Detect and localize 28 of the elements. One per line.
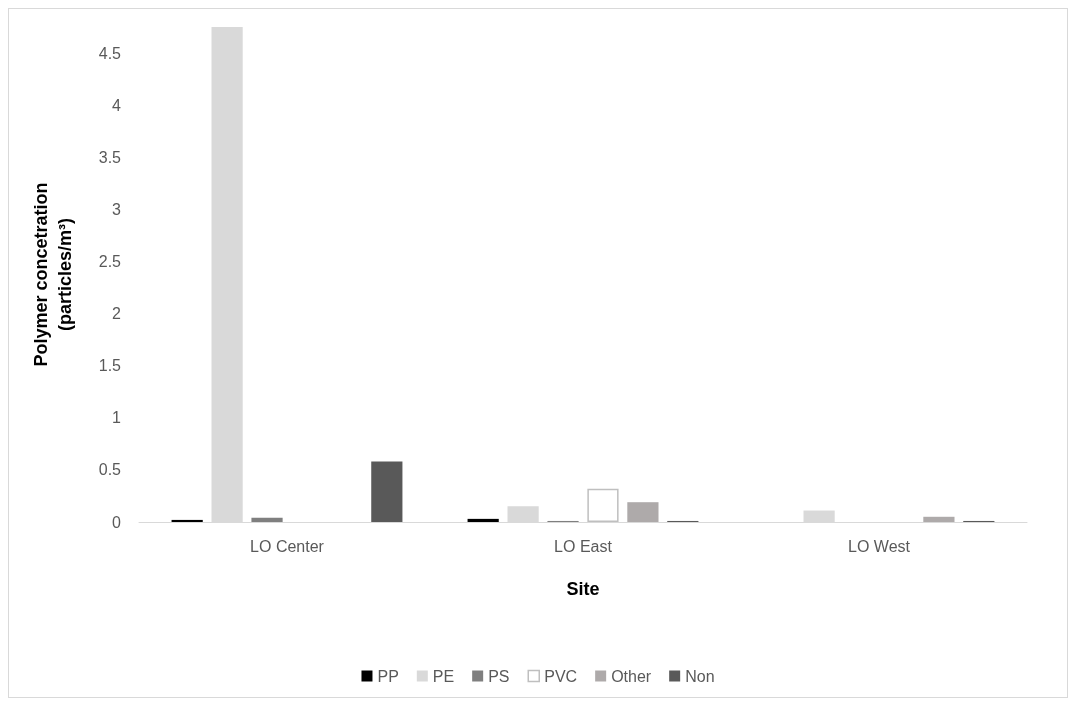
bar	[923, 516, 955, 522]
bar	[627, 502, 659, 522]
y-tick-label: 1.5	[98, 357, 122, 375]
legend-label: PP	[377, 667, 399, 685]
x-axis-title: Site	[566, 579, 600, 599]
x-tick-label: LO West	[848, 537, 911, 555]
y-tick-label: 4.5	[98, 44, 122, 62]
bar	[171, 519, 203, 522]
y-tick-label: 3	[112, 200, 122, 218]
bar	[587, 488, 619, 522]
x-tick-label: LO Center	[250, 537, 325, 555]
y-tick-label: 0	[112, 513, 122, 531]
bar	[371, 461, 403, 522]
y-tick-label: 1	[112, 409, 122, 427]
legend-label: PE	[432, 667, 455, 685]
y-tick-label: 4	[112, 96, 122, 114]
x-tick-label: LO East	[554, 537, 613, 555]
legend-label: Other	[611, 667, 652, 685]
bar	[467, 518, 499, 522]
y-tick-label: 3.5	[98, 148, 122, 166]
legend-label: PVC	[544, 667, 578, 685]
bar	[251, 517, 283, 522]
y-axis-title: Polymer concetration (particles/m³)	[31, 182, 75, 367]
y-tick-label: 2	[112, 305, 122, 323]
y-tick-label: 2.5	[98, 252, 122, 270]
y-tick-label: 0.5	[98, 461, 122, 479]
legend-label: PS	[488, 667, 510, 685]
legend-label: Non	[685, 667, 715, 685]
